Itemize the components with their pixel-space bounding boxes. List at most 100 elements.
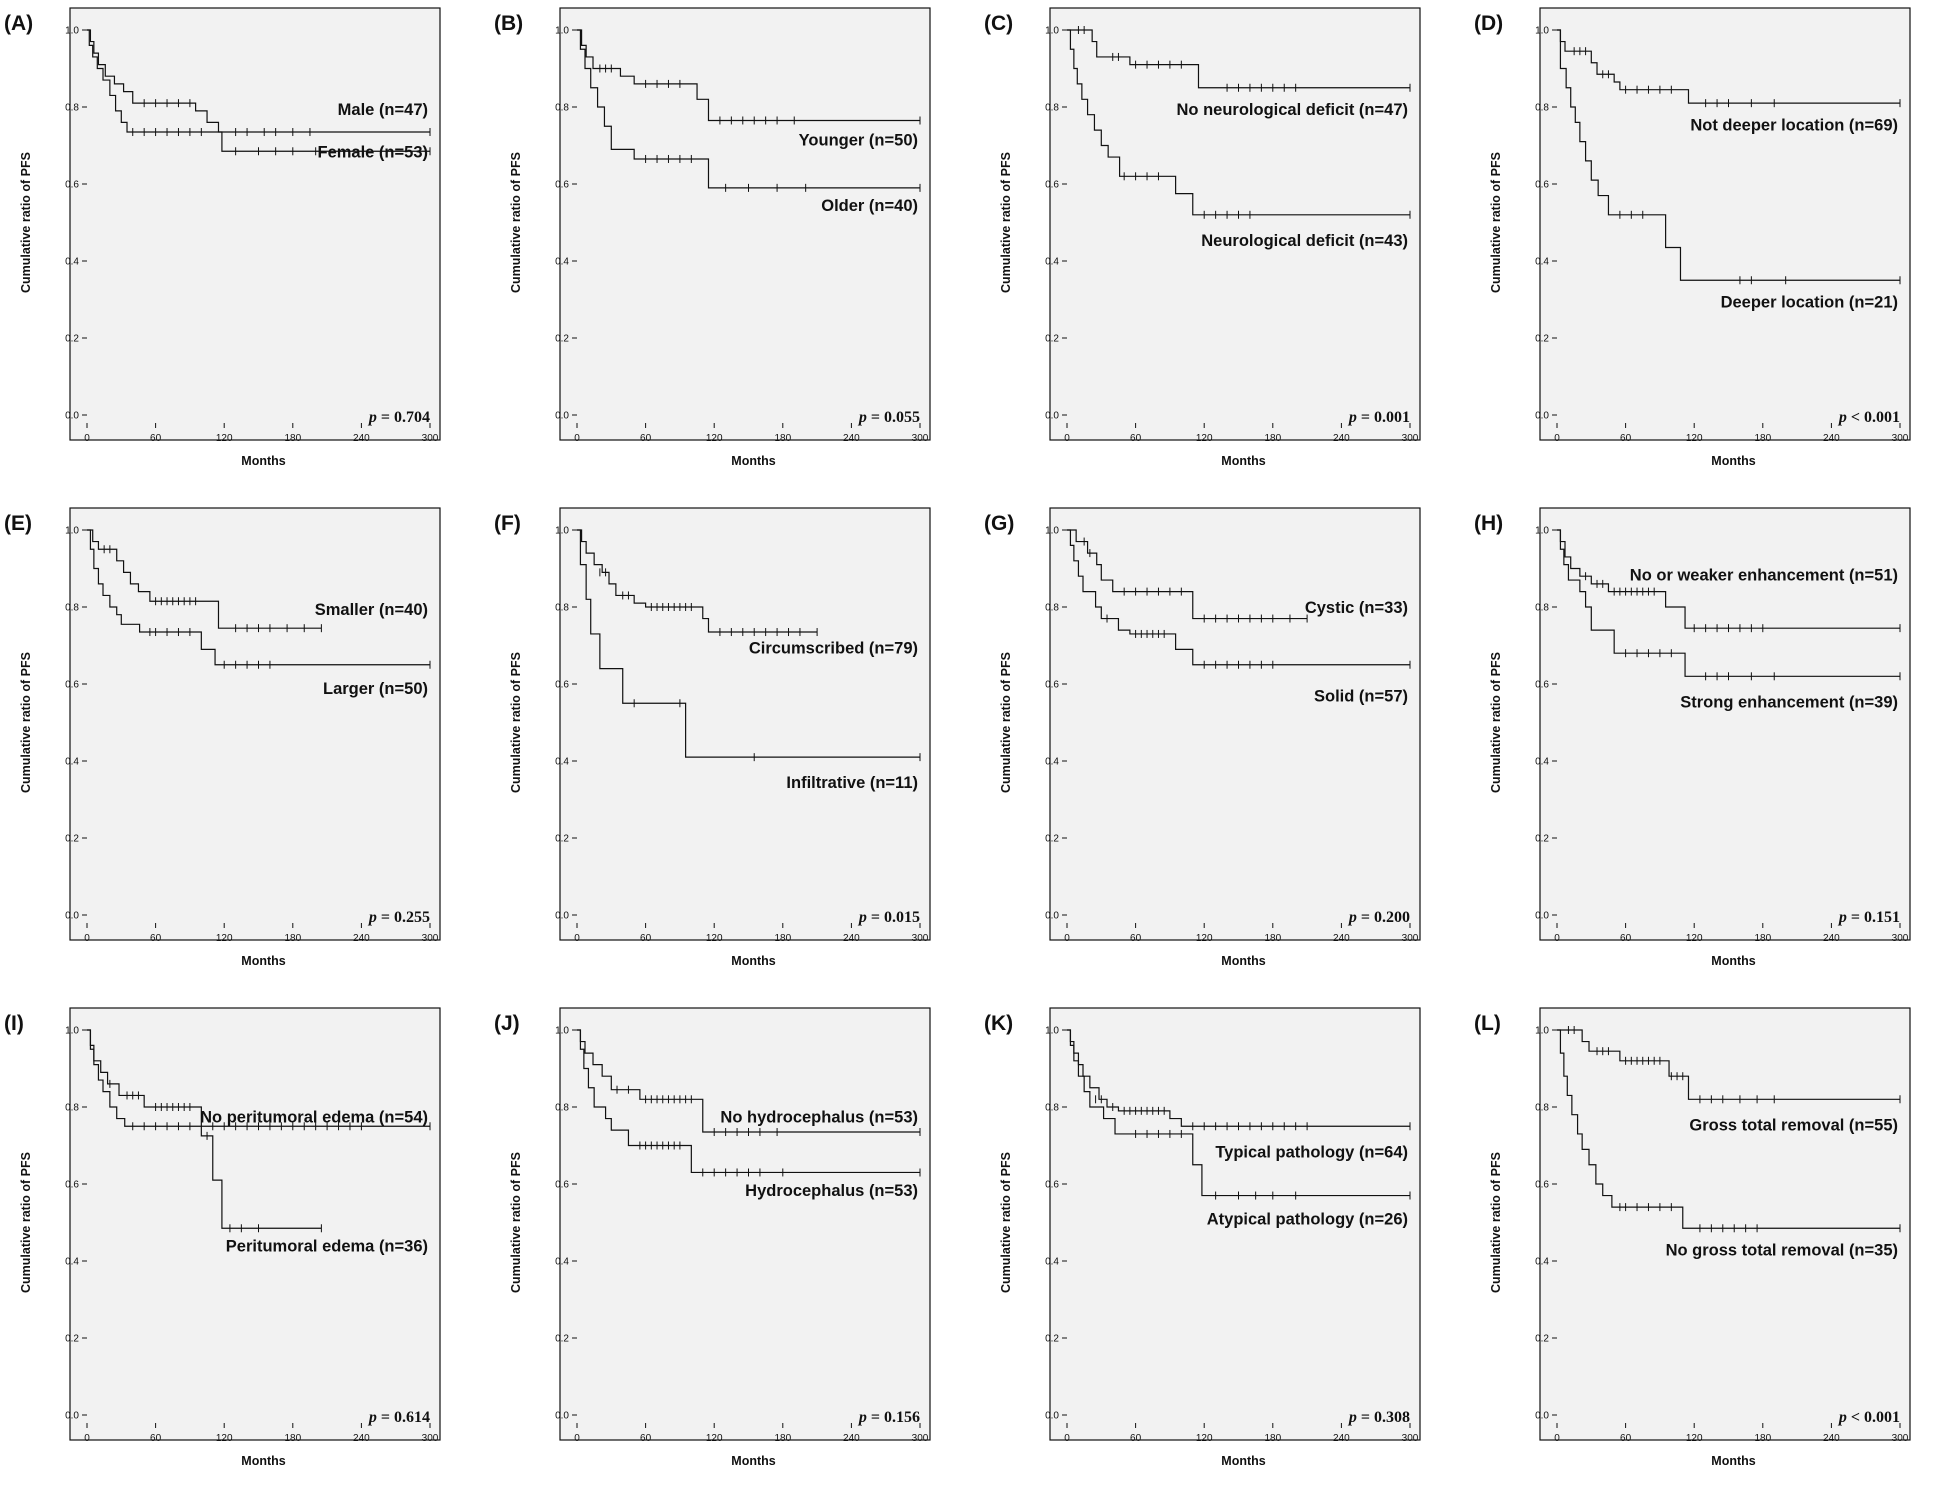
x-tick-label: 0 [84, 933, 90, 944]
legend-label: Not deeper location (n=69) [1690, 116, 1898, 134]
plot-area [1539, 507, 1911, 941]
legend-label: Female (n=53) [317, 143, 428, 161]
p-value-symbol: p [857, 409, 867, 426]
y-axis-title: Cumulative ratio of PFS [1489, 652, 1503, 793]
y-tick-label: 0.4 [65, 757, 79, 768]
x-tick-label: 300 [1402, 933, 1419, 944]
survival-curve-2 [1067, 529, 1410, 666]
x-tick-label: 240 [1823, 1433, 1840, 1444]
y-tick-label: 0.8 [1535, 1103, 1549, 1114]
y-tick-label: 1.0 [1535, 26, 1549, 37]
panel-label: (K) [984, 1012, 1013, 1035]
legend-label: Typical pathology (n=64) [1215, 1143, 1408, 1161]
survival-curve-2 [577, 29, 920, 189]
y-tick-label: 0.6 [1535, 1180, 1549, 1191]
y-tick-label: 0.6 [65, 180, 79, 191]
survival-curve-2 [1067, 1029, 1410, 1197]
x-tick-label: 240 [1333, 933, 1350, 944]
survival-curve-1 [577, 29, 920, 122]
x-tick-label: 300 [1402, 1433, 1419, 1444]
panel-label: (D) [1474, 12, 1503, 35]
p-value: p < 0.001 [1837, 1409, 1900, 1426]
y-tick-label: 0.8 [65, 603, 79, 614]
x-tick-label: 120 [216, 433, 233, 444]
km-panel: (E) 0.0 0.2 0.4 0.6 0.8 1.0 0 60 120 180 240 300 Mont… [4, 507, 441, 968]
x-axis-title: Months [1221, 454, 1265, 468]
x-tick-label: 300 [1892, 433, 1909, 444]
y-tick-label: 0.4 [1535, 257, 1549, 268]
p-value-symbol: p [857, 1409, 867, 1426]
p-value-text: < 0.001 [1847, 409, 1900, 426]
legend-label: No or weaker enhancement (n=51) [1630, 566, 1898, 584]
y-tick-label: 0.4 [1045, 257, 1059, 268]
survival-curve-1 [1557, 1029, 1900, 1100]
legend-label: Peritumoral edema (n=36) [226, 1238, 428, 1256]
x-tick-label: 300 [422, 933, 439, 944]
y-tick-label: 0.6 [65, 680, 79, 691]
x-tick-label: 60 [1130, 1433, 1142, 1444]
y-tick-label: 1.0 [555, 26, 569, 37]
x-tick-label: 0 [1554, 933, 1560, 944]
y-tick-label: 0.2 [1535, 334, 1549, 345]
x-tick-label: 0 [84, 433, 90, 444]
x-tick-label: 180 [1754, 433, 1771, 444]
y-axis-title: Cumulative ratio of PFS [999, 152, 1013, 293]
y-tick-label: 0.6 [555, 1180, 569, 1191]
y-tick-label: 0.0 [1045, 1411, 1059, 1422]
p-value: p < 0.001 [1837, 409, 1900, 426]
x-tick-label: 120 [706, 433, 723, 444]
survival-curve-1 [577, 529, 818, 633]
panel-label: (E) [4, 512, 32, 535]
x-tick-label: 120 [1686, 933, 1703, 944]
survival-curve-2 [1067, 29, 1410, 216]
y-tick-label: 0.6 [555, 680, 569, 691]
legend-label: No gross total removal (n=35) [1666, 1241, 1898, 1259]
p-value-text: = 0.015 [867, 909, 920, 926]
x-tick-label: 0 [1064, 1433, 1070, 1444]
x-tick-label: 300 [912, 1433, 929, 1444]
p-value-symbol: p [367, 409, 377, 426]
y-tick-label: 0.2 [1045, 1334, 1059, 1345]
y-tick-label: 0.8 [1045, 603, 1059, 614]
panel-label: (L) [1474, 1012, 1501, 1035]
y-tick-label: 1.0 [1045, 526, 1059, 537]
y-tick-label: 0.4 [1045, 1257, 1059, 1268]
km-panel: (A) 0.0 0.2 0.4 0.6 0.8 1.0 0 60 120 180 240 300 Mont… [4, 7, 441, 468]
survival-curve-1 [1557, 29, 1900, 104]
legend-label: Older (n=40) [821, 197, 918, 215]
x-tick-label: 120 [706, 1433, 723, 1444]
y-axis-title: Cumulative ratio of PFS [999, 652, 1013, 793]
y-tick-label: 1.0 [555, 1026, 569, 1037]
plot-area [1049, 507, 1421, 941]
y-tick-label: 0.2 [555, 834, 569, 845]
x-tick-label: 240 [843, 433, 860, 444]
x-tick-label: 240 [1333, 433, 1350, 444]
y-tick-label: 1.0 [65, 526, 79, 537]
p-value: p = 0.151 [1837, 909, 1900, 926]
plot-area [559, 7, 931, 441]
y-tick-label: 0.6 [1535, 680, 1549, 691]
x-tick-label: 120 [1686, 1433, 1703, 1444]
x-axis-title: Months [731, 454, 775, 468]
x-tick-label: 240 [1823, 933, 1840, 944]
survival-curve-2 [87, 529, 430, 666]
km-panel: (B) 0.0 0.2 0.4 0.6 0.8 1.0 0 60 120 180 240 300 Mont… [494, 7, 931, 468]
x-tick-label: 60 [640, 933, 652, 944]
x-tick-label: 60 [1130, 433, 1142, 444]
y-tick-label: 0.0 [555, 411, 569, 422]
survival-curve-1 [577, 1029, 920, 1133]
x-tick-label: 180 [1264, 1433, 1281, 1444]
legend-label: Male (n=47) [338, 101, 428, 119]
km-panel: (F) 0.0 0.2 0.4 0.6 0.8 1.0 0 60 120 180 240 300 Mont… [494, 507, 931, 968]
y-axis-title: Cumulative ratio of PFS [509, 1152, 523, 1293]
x-tick-label: 0 [574, 433, 580, 444]
x-tick-label: 120 [1686, 433, 1703, 444]
p-value: p = 0.255 [367, 909, 430, 926]
x-tick-label: 180 [284, 933, 301, 944]
p-value: p = 0.055 [857, 409, 920, 426]
survival-curve-2 [1557, 29, 1900, 281]
legend-label: Circumscribed (n=79) [749, 639, 918, 657]
y-tick-label: 0.4 [1535, 1257, 1549, 1268]
y-axis-title: Cumulative ratio of PFS [19, 1152, 33, 1293]
x-tick-label: 300 [912, 433, 929, 444]
